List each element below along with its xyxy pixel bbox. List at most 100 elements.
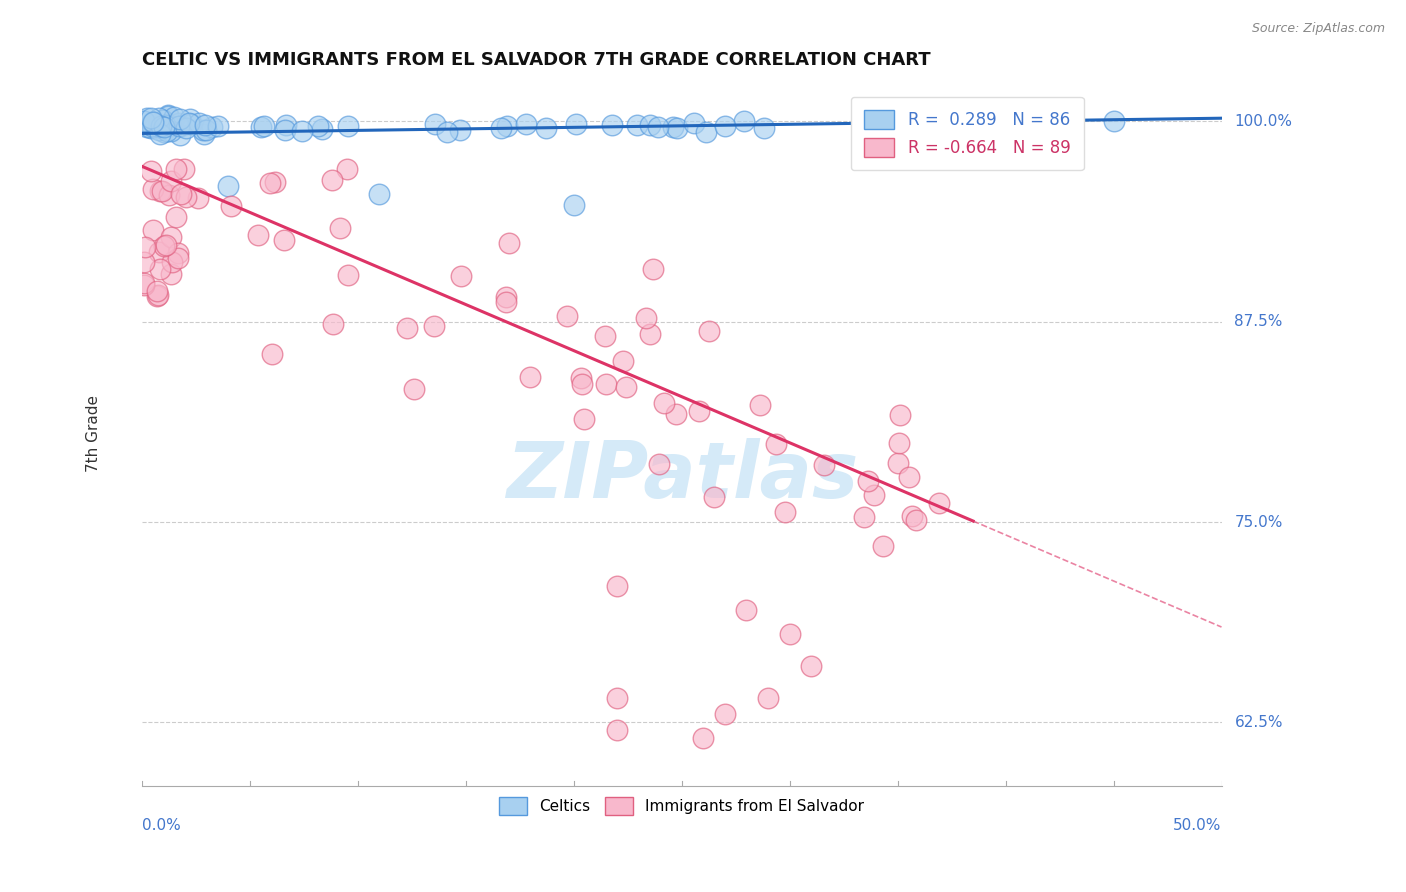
Point xyxy=(160,124,183,138)
Point xyxy=(395,321,418,335)
Point xyxy=(136,120,159,135)
Point xyxy=(565,117,588,131)
Point xyxy=(321,172,343,186)
Text: 62.5%: 62.5% xyxy=(1234,714,1282,730)
Point xyxy=(149,184,172,198)
Point xyxy=(898,469,921,483)
Point xyxy=(149,127,172,141)
Point xyxy=(170,119,193,133)
Point xyxy=(636,310,658,325)
Point xyxy=(153,125,176,139)
Text: CELTIC VS IMMIGRANTS FROM EL SALVADOR 7TH GRADE CORRELATION CHART: CELTIC VS IMMIGRANTS FROM EL SALVADOR 7T… xyxy=(142,51,931,69)
Point xyxy=(683,116,706,130)
Point xyxy=(132,114,155,128)
Point xyxy=(156,109,179,123)
Text: 0.0%: 0.0% xyxy=(142,818,180,833)
Point xyxy=(194,118,217,132)
Point xyxy=(163,110,186,124)
Point xyxy=(142,222,165,236)
Point xyxy=(159,119,181,133)
Point xyxy=(148,112,170,126)
Point xyxy=(156,124,179,138)
Point xyxy=(779,627,801,641)
Point xyxy=(574,411,596,425)
Point xyxy=(773,505,796,519)
Point xyxy=(157,107,180,121)
Point xyxy=(695,125,717,139)
Point xyxy=(557,309,579,323)
Point xyxy=(173,162,195,177)
Text: Source: ZipAtlas.com: Source: ZipAtlas.com xyxy=(1251,22,1385,36)
Point xyxy=(148,245,170,260)
Point xyxy=(692,731,714,746)
Point xyxy=(145,289,167,303)
Point xyxy=(138,120,160,135)
Point xyxy=(157,188,180,202)
Point xyxy=(336,162,359,177)
Point xyxy=(665,407,688,421)
Point xyxy=(142,115,165,129)
Point xyxy=(219,199,242,213)
Point xyxy=(534,120,557,135)
Point xyxy=(200,120,222,134)
Point xyxy=(179,112,201,126)
Point xyxy=(856,474,879,488)
Point xyxy=(595,376,617,391)
Point xyxy=(148,120,170,134)
Point xyxy=(179,117,201,131)
Point xyxy=(291,123,314,137)
Point xyxy=(638,326,661,341)
Point xyxy=(167,116,190,130)
Point xyxy=(733,113,755,128)
Point xyxy=(253,119,276,133)
Point xyxy=(904,513,927,527)
Point xyxy=(606,691,628,706)
Point xyxy=(450,268,472,283)
Text: 87.5%: 87.5% xyxy=(1234,314,1282,329)
Point xyxy=(593,328,616,343)
Point xyxy=(170,187,193,202)
Point xyxy=(169,112,191,127)
Point xyxy=(498,235,520,250)
Point xyxy=(1102,114,1125,128)
Point xyxy=(263,175,285,189)
Point xyxy=(132,277,155,291)
Point xyxy=(146,117,169,131)
Point xyxy=(194,123,217,137)
Point xyxy=(765,437,787,451)
Point xyxy=(491,121,513,136)
Point xyxy=(167,245,190,260)
Point xyxy=(159,267,181,281)
Point xyxy=(749,398,772,412)
Point xyxy=(141,164,163,178)
Point xyxy=(703,490,725,504)
Point xyxy=(150,185,173,199)
Point xyxy=(495,294,517,309)
Point xyxy=(800,659,823,673)
Point xyxy=(156,117,179,131)
Point xyxy=(612,353,634,368)
Point xyxy=(165,211,187,225)
Point xyxy=(495,290,517,304)
Point xyxy=(423,318,446,333)
Point xyxy=(260,346,283,360)
Point xyxy=(436,126,458,140)
Point xyxy=(247,228,270,243)
Point xyxy=(665,121,688,136)
Point xyxy=(311,122,333,136)
Point xyxy=(889,435,911,450)
Point xyxy=(889,408,911,422)
Point xyxy=(141,115,163,129)
Point xyxy=(155,237,177,252)
Point xyxy=(652,395,675,409)
Point xyxy=(169,128,191,142)
Point xyxy=(148,123,170,137)
Point xyxy=(143,120,166,134)
Point xyxy=(569,371,592,385)
Point xyxy=(307,120,329,134)
Point xyxy=(643,262,665,277)
Point xyxy=(142,115,165,129)
Point xyxy=(259,176,281,190)
Point xyxy=(756,691,779,706)
Point xyxy=(863,488,886,502)
